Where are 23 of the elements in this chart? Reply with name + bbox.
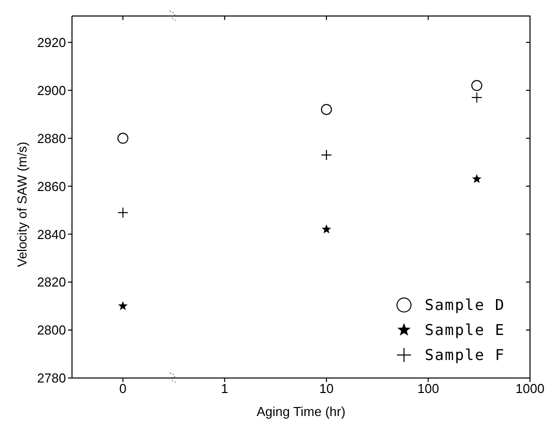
point <box>117 207 128 218</box>
x-tick-label: 10 <box>319 381 334 396</box>
y-tick-label: 2800 <box>37 322 66 338</box>
legend-label: Sample E <box>424 320 505 338</box>
point <box>472 174 482 184</box>
x-tick-label: 1 <box>221 381 228 396</box>
point <box>471 80 482 92</box>
y-tick-label: 2820 <box>37 274 66 290</box>
y-tick-label: 2860 <box>37 178 66 194</box>
x-tick-label: 0 <box>119 381 127 396</box>
y-tick-label: 2920 <box>37 34 66 50</box>
x-tick-label: 1000 <box>516 381 544 396</box>
y-tick-label: 2780 <box>37 370 66 386</box>
y-tick-label: 2840 <box>37 226 66 242</box>
x-axis-title: Aging Time (hr) <box>256 404 346 419</box>
y-axis-title: Velocity of SAW (m/s) <box>14 142 30 267</box>
legend-label: Sample D <box>424 296 505 314</box>
point <box>118 301 128 310</box>
x-tick-label: 100 <box>417 381 440 396</box>
y-tick-label: 2900 <box>37 82 66 98</box>
legend-label: Sample F <box>424 346 505 364</box>
y-tick-label: 2880 <box>37 130 66 146</box>
point <box>117 132 128 144</box>
